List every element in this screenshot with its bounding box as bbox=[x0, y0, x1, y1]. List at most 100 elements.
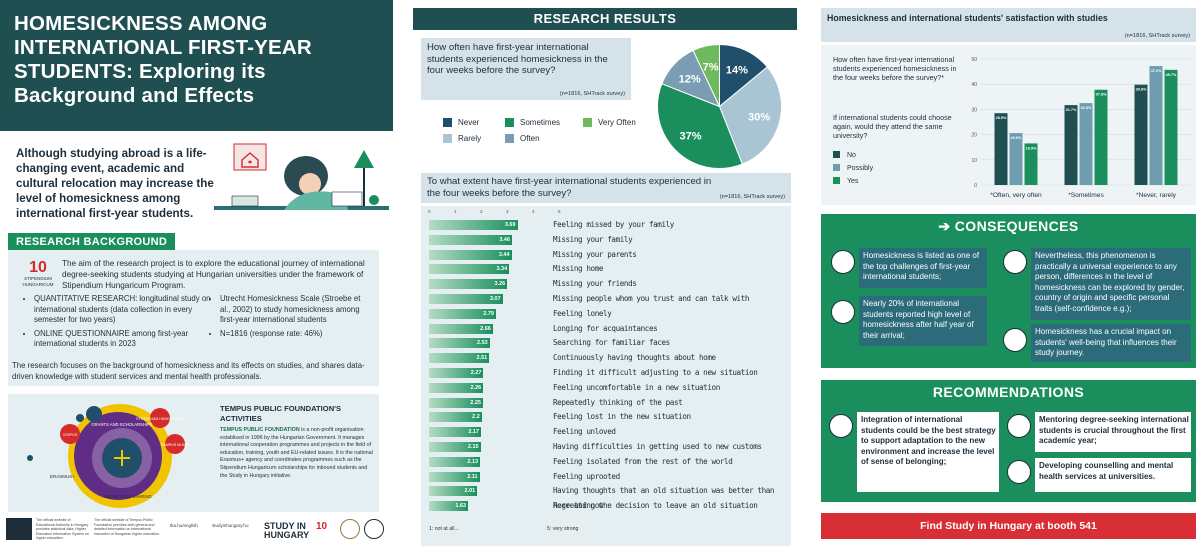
intro-text: Although studying abroad is a life-chang… bbox=[16, 147, 214, 220]
sat-bar-possibly bbox=[1149, 66, 1163, 185]
sat-legend-swatch bbox=[833, 177, 840, 184]
bar-value-label: 3.34 bbox=[496, 266, 508, 273]
bar-fill bbox=[429, 264, 510, 275]
y-tick-label: 30 bbox=[971, 107, 977, 113]
bar-value-label: 2.11 bbox=[467, 473, 478, 480]
bar-value-label: 2.26 bbox=[470, 384, 482, 391]
consequence-card: Nevertheless, this phenomenon is practic… bbox=[1031, 248, 1191, 320]
scales-icon bbox=[114, 450, 130, 466]
tempus-title: TEMPUS PUBLIC FOUNDATION'S ACTIVITIES bbox=[220, 404, 342, 423]
pie-slice-label: 7% bbox=[703, 62, 719, 74]
recommendation-card: Mentoring degree-seeking international s… bbox=[1035, 412, 1191, 452]
scale-high-label: 5: very strong bbox=[547, 526, 579, 532]
stipendium-logo-number: 10 bbox=[29, 259, 47, 276]
frequency-question: How often have first-year international … bbox=[427, 42, 608, 76]
footer-url-2[interactable]: studyinhungary.hu bbox=[212, 523, 249, 528]
sat-legend-label: Possibly bbox=[847, 165, 874, 172]
stipendium-logo: 10 STIPENDIUM HUNGARICUM bbox=[20, 260, 56, 294]
student-illustration bbox=[214, 143, 389, 210]
people-group-icon bbox=[1003, 328, 1027, 352]
poster-title-box: HOMESICKNESS AMONG INTERNATIONAL FIRST-Y… bbox=[0, 0, 393, 131]
sat-legend-swatch bbox=[833, 164, 840, 171]
consequence-card: Homesickness is listed as one of the top… bbox=[859, 248, 987, 288]
bar-category-label: Repeatedly thinking of the past bbox=[553, 397, 683, 407]
bar-category-label: Missing your parents bbox=[553, 249, 637, 259]
bar-fill bbox=[429, 501, 469, 512]
bar-value-label: 2.15 bbox=[467, 444, 479, 450]
bar-value-label: 3.07 bbox=[489, 296, 501, 302]
bar-category-label: Continuously having thoughts about home bbox=[553, 353, 716, 363]
counselling-icon bbox=[1007, 460, 1031, 484]
bar-value-label: 3.46 bbox=[499, 236, 511, 243]
recommendation-card: Integration of international students co… bbox=[857, 412, 999, 492]
left-column: HOMESICKNESS AMONG INTERNATIONAL FIRST-Y… bbox=[0, 0, 393, 550]
bar-value-label: 2.13 bbox=[467, 458, 479, 465]
consequences-heading-text: CONSEQUENCES bbox=[954, 218, 1079, 234]
legend-item-never: Never bbox=[443, 118, 479, 127]
bar-category-label: Feeling uprooted bbox=[553, 471, 620, 481]
tempus-body: is a non-profit organisation establised … bbox=[220, 427, 373, 479]
pie-slice-label: 12% bbox=[679, 73, 701, 85]
bar-category-label: Regretting the decision to leave an old … bbox=[553, 501, 758, 511]
sat-bar-value: 28.5% bbox=[996, 116, 1007, 120]
legend-item-sometimes: Sometimes bbox=[505, 118, 560, 127]
bar-fill bbox=[429, 249, 512, 260]
footer-url-1[interactable]: tka.hu/english bbox=[170, 523, 198, 528]
bar-row: 2.17 Feeling unloved bbox=[421, 425, 791, 440]
research-background-box: 10 STIPENDIUM HUNGARICUM The aim of the … bbox=[8, 250, 379, 386]
sat-bar-possibly bbox=[1009, 133, 1023, 185]
circle-label-knowledge: KNOWLEDGE SHARING bbox=[104, 494, 151, 499]
sat-bar-value: 16.5% bbox=[1026, 146, 1037, 150]
circle-label-campus: CAMPUS MUNDI bbox=[161, 443, 189, 447]
research-method-item: Utrecht Homesickness Scale (Stroebe et a… bbox=[220, 294, 370, 326]
footer-note-1: The official website of Educational Auth… bbox=[36, 518, 89, 541]
arrow-right-icon: ➔ bbox=[938, 218, 951, 234]
research-results-heading: RESEARCH RESULTS bbox=[413, 8, 797, 30]
sat-bar-no bbox=[1064, 105, 1078, 185]
bar-value-label: 2.2 bbox=[472, 414, 480, 421]
sat-bar-value: 31.7% bbox=[1066, 108, 1077, 112]
bar-row: 1.63 Regretting the decision to leave an … bbox=[421, 499, 791, 514]
ten-year-logo: 10 bbox=[316, 521, 328, 532]
research-methods-right: Utrecht Homesickness Scale (Stroebe et a… bbox=[220, 294, 370, 342]
frequency-legend: Never Sometimes Very Often Rarely Often bbox=[443, 118, 663, 152]
research-method-item: ONLINE QUESTIONNAIRE among first-year in… bbox=[34, 329, 214, 350]
bar-row: 2.15 Having difficulties in getting used … bbox=[421, 440, 791, 455]
research-method-item: QUANTITATIVE RESEARCH: longitudinal stud… bbox=[34, 294, 214, 326]
sat-category-label: *Often, very often bbox=[990, 192, 1042, 199]
seal-logo-1 bbox=[340, 519, 360, 539]
experience-bar-chart: 1: not at all... 5: very strong 0 1 2 3 4 5 3.… bbox=[421, 206, 791, 546]
sat-bar-no bbox=[994, 113, 1008, 185]
bar-category-label: Having thoughts that an old situation wa… bbox=[553, 486, 775, 511]
logo-footer: The official website of Educational Auth… bbox=[6, 516, 388, 546]
bar-fill bbox=[429, 486, 478, 497]
y-tick-label: 20 bbox=[971, 133, 977, 139]
pie-slice-label: 14% bbox=[726, 64, 748, 76]
bar-row: 3.69 Feeling missed by your family bbox=[421, 218, 791, 233]
bar-category-label: Feeling uncomfortable in a new situation bbox=[553, 382, 720, 392]
sat-legend-label: Yes bbox=[847, 178, 859, 185]
scale-tick-label: 4 bbox=[532, 209, 535, 214]
bar-row: 2.66 Longing for acquaintances bbox=[421, 322, 791, 337]
bar-category-label: Searching for familiar faces bbox=[553, 338, 670, 348]
bar-value-label: 3.44 bbox=[498, 251, 510, 258]
frequency-pie-chart: 14% 30% 37% 12%7% bbox=[657, 43, 782, 169]
bar-category-label: Missing your friends bbox=[553, 279, 637, 289]
tempus-activities-diagram: ERASMUS+ STIPENDIUM HUNGARICUM CAMPUS MU… bbox=[27, 404, 189, 508]
bar-fill bbox=[429, 308, 496, 319]
bar-category-label: Feeling unloved bbox=[553, 427, 616, 437]
consequence-card: Nearly 20% of international students rep… bbox=[859, 296, 987, 346]
bar-category-label: Missing your family bbox=[553, 234, 633, 244]
satisfaction-panel: How often have first-year international … bbox=[821, 45, 1196, 205]
booth-banner[interactable]: Find Study in Hungary at booth 541 bbox=[821, 513, 1196, 539]
bar-fill bbox=[429, 294, 503, 304]
sat-bar-no bbox=[1134, 84, 1148, 185]
sat-bar-value: 47.2% bbox=[1151, 69, 1162, 73]
globe-icon bbox=[1003, 250, 1027, 274]
footer-note-2: The official website of Tempus Public Fo… bbox=[94, 518, 160, 536]
bar-row: 2.2 Feeling lost in the new situation bbox=[421, 410, 791, 425]
pie-slice-label: 30% bbox=[748, 112, 770, 124]
study-in-text: STUDY IN bbox=[264, 521, 306, 531]
legend-item-rarely: Rarely bbox=[443, 134, 481, 143]
bar-row: 2.79 Feeling lonely bbox=[421, 307, 791, 322]
